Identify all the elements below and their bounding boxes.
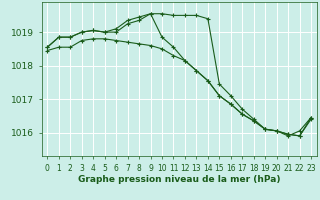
X-axis label: Graphe pression niveau de la mer (hPa): Graphe pression niveau de la mer (hPa) xyxy=(78,175,280,184)
